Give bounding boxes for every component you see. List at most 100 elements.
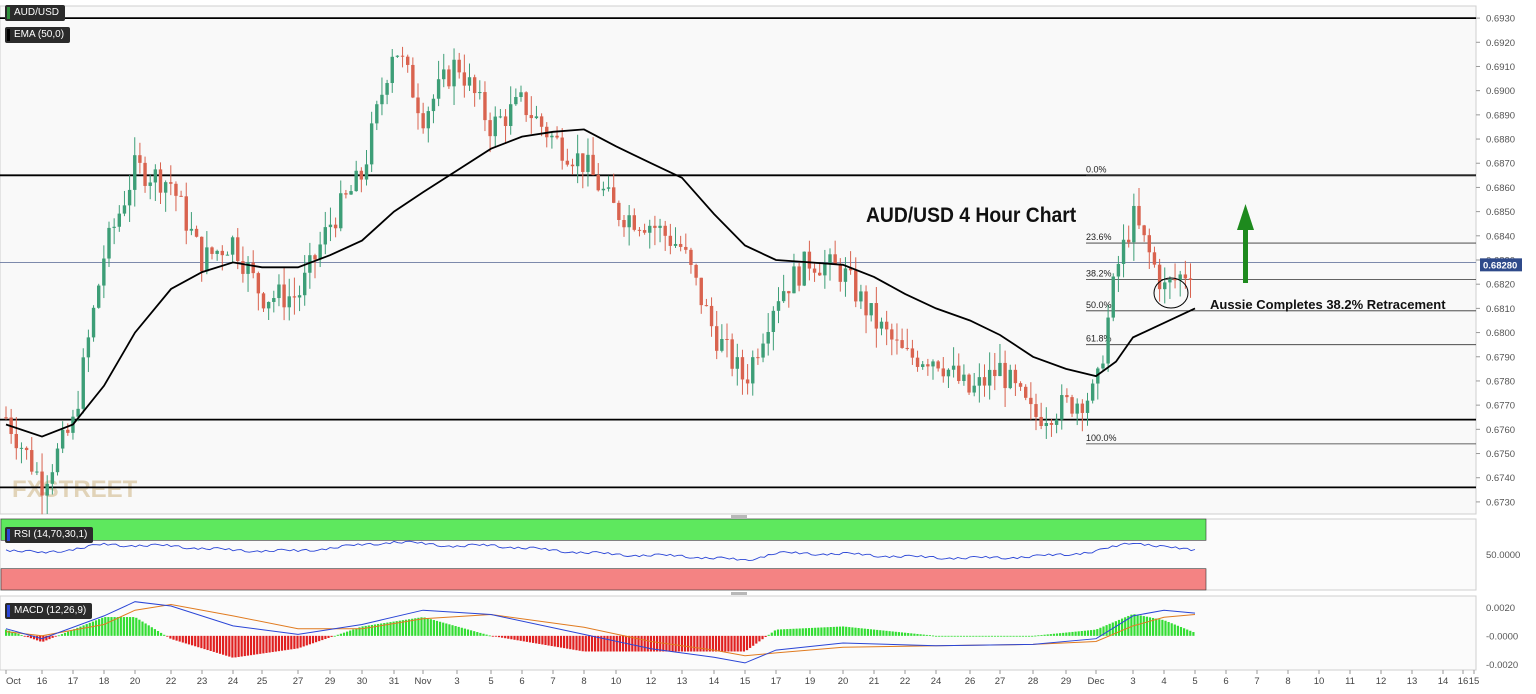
candle-body-212 xyxy=(1096,368,1100,384)
candle-body-202 xyxy=(1044,422,1048,426)
candle-body-6 xyxy=(35,471,39,473)
macd-hist-bar-16 xyxy=(54,635,57,637)
macd-hist-bar-79 xyxy=(249,635,253,656)
macd-hist-bar-268 xyxy=(835,626,838,636)
macd-hist-bar-264 xyxy=(823,627,826,636)
macd-hist-bar-288 xyxy=(897,632,900,636)
candle-body-89 xyxy=(462,72,467,86)
macd-hist-bar-194 xyxy=(606,635,609,652)
fib-label-0: 0.0% xyxy=(1086,164,1107,174)
macd-hist-bar-377 xyxy=(1173,624,1176,636)
macd-hist-bar-115 xyxy=(361,626,364,636)
candle-body-91 xyxy=(472,77,477,94)
candle-body-86 xyxy=(447,69,451,87)
macd-hist-bar-227 xyxy=(708,635,711,652)
macd-hist-bar-95 xyxy=(299,635,302,648)
macd-hist-bar-145 xyxy=(454,626,457,636)
candle-body-139 xyxy=(720,338,724,351)
macd-hist-bar-170 xyxy=(532,635,535,643)
macd-hist-bar-323 xyxy=(1006,635,1009,637)
candle-body-157 xyxy=(812,268,817,273)
x-tick-label-10: 29 xyxy=(325,676,336,687)
macd-hist-bar-230 xyxy=(718,635,721,652)
candle-body-68 xyxy=(354,170,358,192)
macd-hist-bar-317 xyxy=(987,635,990,637)
price-ytick-label-11: 0.6820 xyxy=(1486,280,1515,291)
candle-body-185 xyxy=(957,365,961,382)
macd-hist-bar-103 xyxy=(324,635,327,640)
macd-hist-bar-226 xyxy=(705,635,708,652)
candle-body-191 xyxy=(987,369,992,386)
macd-hist-bar-379 xyxy=(1179,627,1183,636)
candle-body-218 xyxy=(1127,239,1131,243)
macd-hist-bar-173 xyxy=(541,635,544,645)
macd-hist-bar-215 xyxy=(671,635,674,652)
candle-body-55 xyxy=(287,296,291,308)
macd-hist-bar-68 xyxy=(215,635,218,653)
macd-hist-bar-36 xyxy=(116,617,119,636)
macd-hist-bar-283 xyxy=(882,630,885,636)
macd-hist-bar-315 xyxy=(981,635,984,637)
macd-hist-bar-331 xyxy=(1031,635,1034,637)
candle-body-220 xyxy=(1137,205,1141,226)
macd-hist-bar-105 xyxy=(330,635,333,637)
macd-hist-bar-219 xyxy=(683,635,687,652)
macd-hist-bar-256 xyxy=(798,628,801,636)
candle-body-131 xyxy=(678,243,683,247)
candle-body-99 xyxy=(514,96,518,105)
x-tick-label-38: 6 xyxy=(1223,676,1228,687)
macd-hist-bar-223 xyxy=(696,635,699,652)
macd-hist-bar-222 xyxy=(693,635,696,652)
candle-body-138 xyxy=(715,326,719,351)
macd-hist-bar-59 xyxy=(187,635,191,645)
macd-hist-bar-111 xyxy=(349,630,352,636)
macd-hist-bar-251 xyxy=(783,629,786,636)
candle-body-33 xyxy=(174,183,178,196)
macd-hist-bar-63 xyxy=(200,635,203,649)
candle-body-7 xyxy=(40,471,44,496)
candle-body-227 xyxy=(1173,278,1177,281)
macd-hist-bar-155 xyxy=(485,634,488,636)
x-tick-label-35: 3 xyxy=(1130,676,1135,687)
candle-body-42 xyxy=(220,250,224,256)
macd-hist-bar-44 xyxy=(141,621,144,636)
macd-hist-bar-86 xyxy=(271,635,274,653)
macd-hist-bar-119 xyxy=(373,624,377,636)
macd-hist-bar-358 xyxy=(1114,621,1117,636)
price-ytick-label-17: 0.6760 xyxy=(1486,425,1515,436)
macd-hist-bar-378 xyxy=(1176,625,1179,636)
macd-hist-bar-92 xyxy=(290,635,293,650)
candle-body-181 xyxy=(936,361,940,369)
candle-body-38 xyxy=(200,236,204,272)
candle-body-190 xyxy=(982,377,987,386)
candle-body-48 xyxy=(251,262,255,274)
candle-body-184 xyxy=(951,365,956,370)
candle-body-123 xyxy=(637,229,642,231)
candle-body-43 xyxy=(225,254,230,256)
candle-body-160 xyxy=(828,254,832,264)
candle-body-209 xyxy=(1080,403,1085,413)
candle-body-179 xyxy=(926,364,930,367)
rsi-badge: RSI (14,70,30,1) xyxy=(5,527,94,543)
price-ytick-label-18: 0.6750 xyxy=(1486,449,1515,460)
macd-hist-bar-278 xyxy=(866,628,869,636)
candle-body-37 xyxy=(194,228,199,237)
macd-hist-bar-96 xyxy=(302,635,305,647)
x-tick-label-0: Oct xyxy=(6,676,21,687)
macd-hist-bar-282 xyxy=(879,630,882,636)
candle-body-63 xyxy=(328,224,333,228)
macd-hist-bar-163 xyxy=(510,635,513,640)
macd-hist-bar-177 xyxy=(553,635,556,647)
macd-hist-bar-51 xyxy=(163,634,166,636)
macd-hist-bar-325 xyxy=(1012,635,1015,637)
candle-body-144 xyxy=(745,379,750,384)
candle-body-78 xyxy=(406,56,410,65)
macd-signal-line xyxy=(5,603,1196,657)
macd-hist-bar-229 xyxy=(714,635,718,652)
macd-hist-bar-142 xyxy=(445,623,448,636)
macd-hist-bar-141 xyxy=(442,622,445,636)
macd-hist-bar-238 xyxy=(742,635,745,652)
x-tick-label-3: 18 xyxy=(99,676,110,687)
macd-hist-bar-295 xyxy=(919,634,922,636)
fib-label-3: 50.0% xyxy=(1086,300,1112,310)
